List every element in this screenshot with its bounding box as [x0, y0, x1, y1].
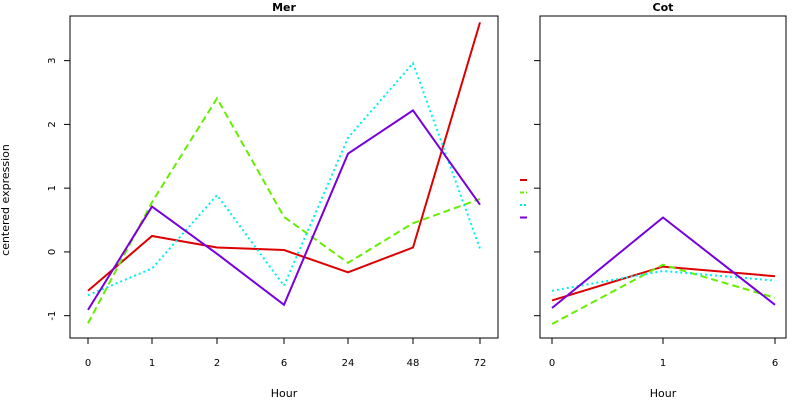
panel-cot: Cot Hour 0 1 6: [534, 1, 787, 400]
x-tick-label-mer-3: 6: [281, 358, 287, 369]
y-axis-mer: -1 0 1 2 3: [47, 57, 70, 321]
y-tick-label-1: 0: [47, 249, 58, 255]
series-lines-cot: [551, 216, 776, 325]
y-tick-label-2: 1: [47, 185, 58, 191]
series-line-cot-0: [551, 265, 776, 302]
x-axis-label-mer: Hour: [271, 387, 298, 400]
series-line-mer-1: [87, 96, 481, 324]
y-axis-label: centered expression: [0, 144, 12, 256]
x-tick-label-mer-2: 2: [214, 358, 220, 369]
series-line-mer-2: [87, 61, 481, 297]
series-line-cot-1: [551, 263, 776, 325]
series-lines-mer: [87, 22, 481, 324]
x-tick-label-cot-1: 1: [660, 358, 666, 369]
x-tick-label-mer-6: 72: [474, 358, 487, 369]
series-line-mer-0: [87, 22, 481, 292]
chart-title-mer: Mer: [272, 1, 296, 14]
panel-mer: Mer Hour centered expression 0 1 2 6 24 48 72 …: [0, 1, 499, 400]
series-line-mer-3: [87, 109, 481, 311]
x-axis-label-cot: Hour: [650, 387, 677, 400]
legend: [520, 179, 527, 219]
x-tick-label-mer-5: 48: [407, 358, 420, 369]
x-tick-label-mer-4: 24: [342, 358, 355, 369]
y-tick-label-3: 2: [47, 121, 58, 127]
y-tick-label-0: -1: [47, 311, 58, 321]
series-line-cot-3: [551, 216, 776, 309]
y-axis-cot: [534, 60, 540, 317]
y-tick-label-4: 3: [47, 57, 58, 63]
x-tick-label-cot-2: 6: [772, 358, 778, 369]
x-axis-mer: 0 1 2 6 24 48 72: [85, 338, 487, 369]
x-tick-label-cot-0: 0: [549, 358, 555, 369]
x-tick-label-mer-1: 1: [149, 358, 155, 369]
chart-title-cot: Cot: [653, 1, 674, 14]
x-tick-label-mer-0: 0: [85, 358, 91, 369]
x-axis-cot: 0 1 6: [549, 338, 778, 369]
